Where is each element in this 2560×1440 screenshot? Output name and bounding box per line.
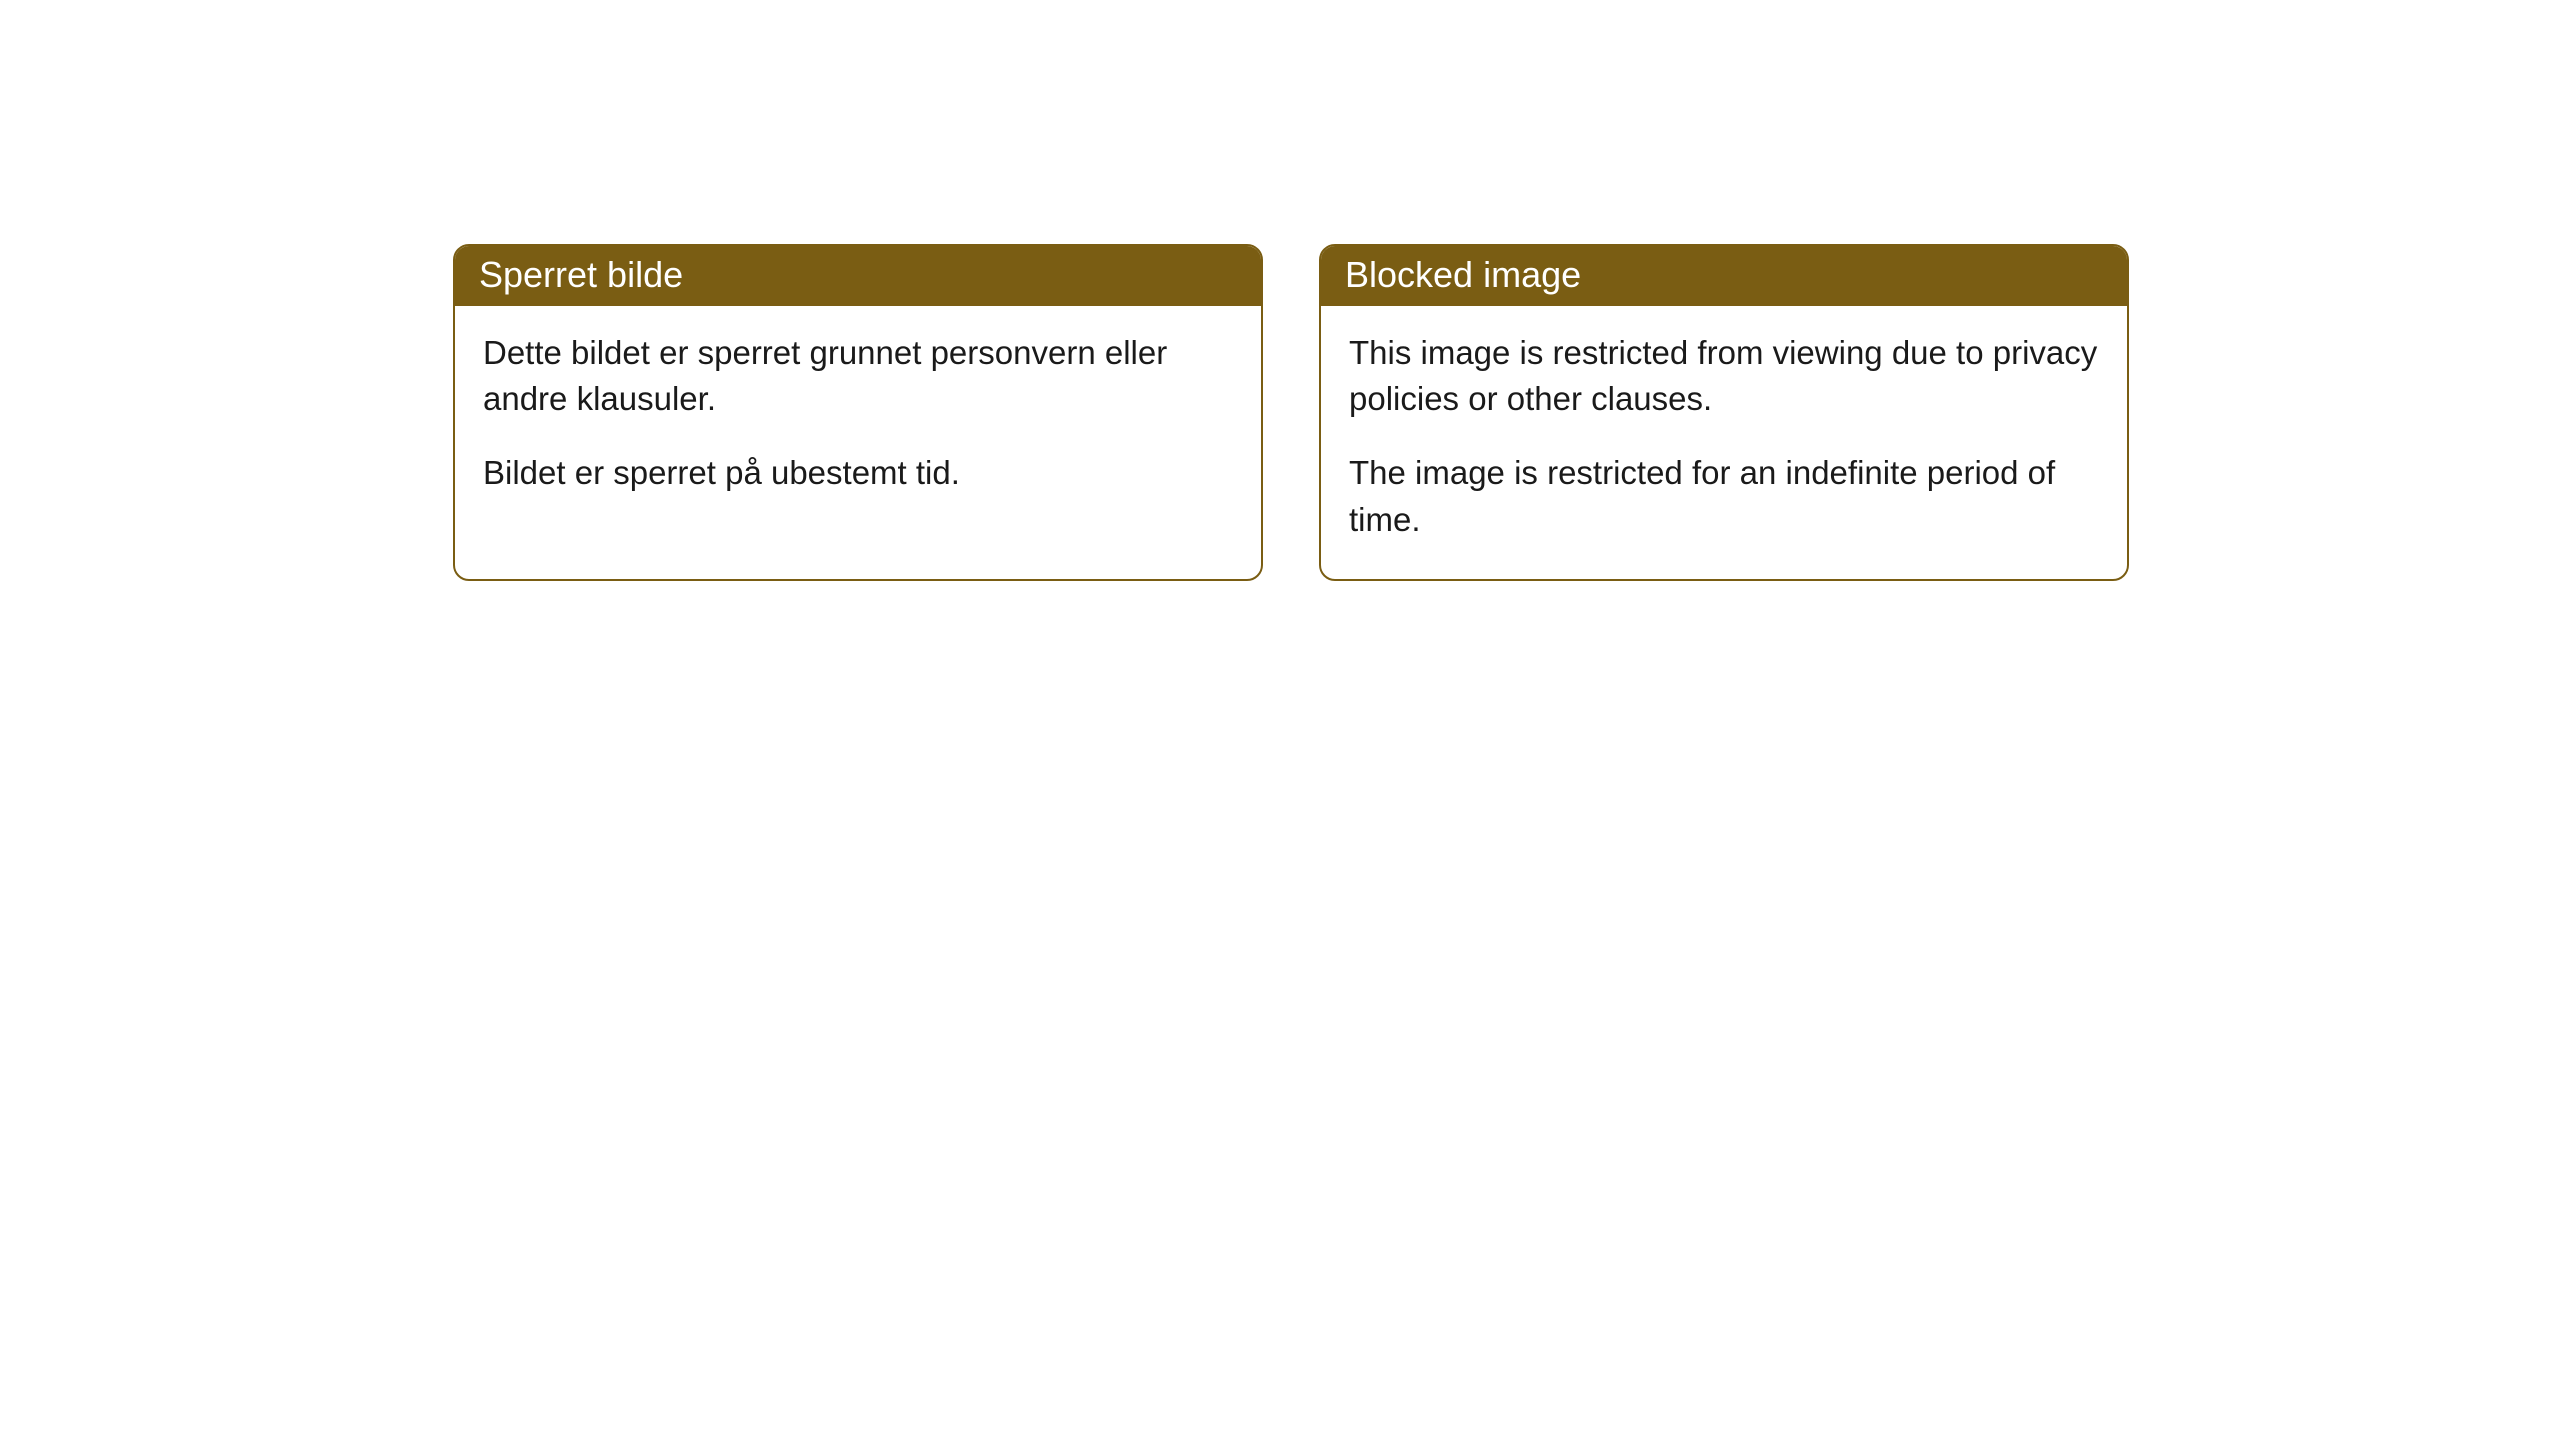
card-title: Sperret bilde: [479, 254, 683, 295]
card-body: This image is restricted from viewing du…: [1321, 306, 2127, 579]
card-header: Blocked image: [1321, 246, 2127, 306]
notice-card-norwegian: Sperret bilde Dette bildet er sperret gr…: [453, 244, 1263, 581]
card-paragraph: Bildet er sperret på ubestemt tid.: [483, 450, 1233, 496]
card-paragraph: The image is restricted for an indefinit…: [1349, 450, 2099, 542]
card-body: Dette bildet er sperret grunnet personve…: [455, 306, 1261, 533]
card-paragraph: Dette bildet er sperret grunnet personve…: [483, 330, 1233, 422]
card-paragraph: This image is restricted from viewing du…: [1349, 330, 2099, 422]
notice-card-english: Blocked image This image is restricted f…: [1319, 244, 2129, 581]
card-title: Blocked image: [1345, 254, 1581, 295]
notice-card-container: Sperret bilde Dette bildet er sperret gr…: [453, 244, 2129, 581]
card-header: Sperret bilde: [455, 246, 1261, 306]
